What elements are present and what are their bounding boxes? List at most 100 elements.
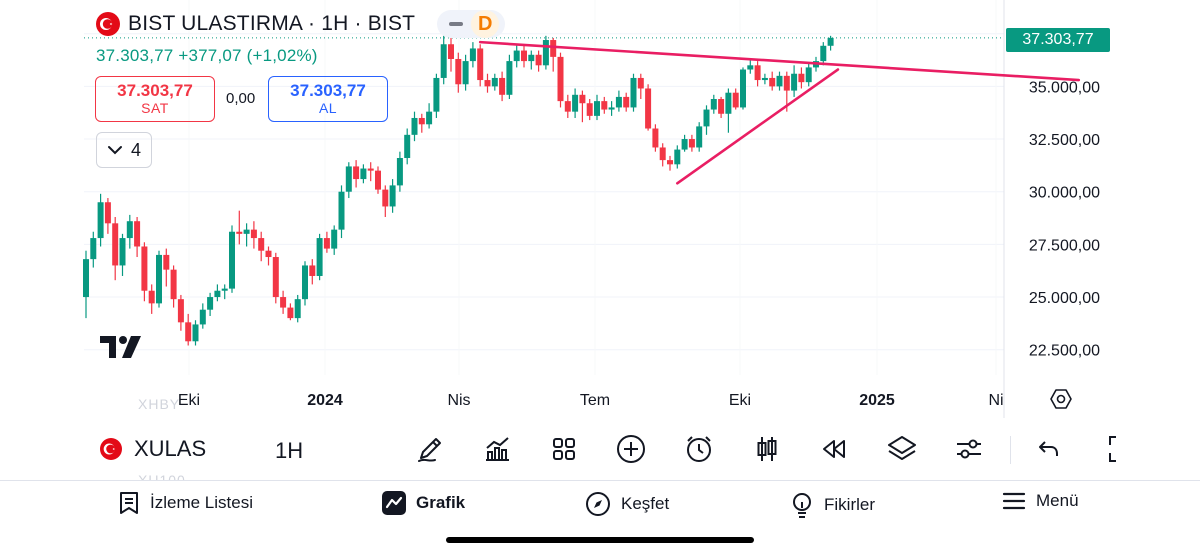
indicators-button[interactable] xyxy=(480,432,514,466)
nav-menu[interactable]: Menü xyxy=(1002,491,1079,511)
drawing-tools-button[interactable] xyxy=(413,432,447,466)
grid xyxy=(84,0,1005,418)
symbol-title[interactable]: BIST ULASTIRMA · 1H · BIST xyxy=(128,12,416,35)
candle xyxy=(243,223,250,247)
nav-watchlist-label: İzleme Listesi xyxy=(150,493,253,512)
candle xyxy=(396,151,403,192)
candle xyxy=(323,231,330,253)
candle xyxy=(112,216,119,281)
layout-grid-button[interactable] xyxy=(547,432,581,466)
chart-header[interactable]: BIST ULASTIRMA · 1H · BIST D xyxy=(96,10,506,38)
candle xyxy=(645,84,652,131)
chart-area[interactable]: 37.500,0035.000,0032.500,0030.000,0027.5… xyxy=(0,0,1200,418)
candle xyxy=(827,35,834,51)
candle xyxy=(214,284,221,302)
alert-button[interactable] xyxy=(682,432,716,466)
time-tick-label: Eki xyxy=(729,392,751,409)
chart-icon xyxy=(382,491,406,515)
candlestick-icon xyxy=(757,437,777,461)
candle xyxy=(236,210,243,245)
candle xyxy=(630,73,637,112)
sell-button[interactable]: 37.303,77 SAT xyxy=(95,76,215,122)
candle xyxy=(411,111,418,142)
watchlist-icon xyxy=(120,492,138,514)
nav-explore[interactable]: Keşfet xyxy=(585,491,669,517)
candle xyxy=(615,90,622,112)
tradingview-logo-icon xyxy=(100,336,141,358)
trendlines xyxy=(478,40,1081,185)
candle xyxy=(294,294,301,323)
candle xyxy=(513,44,520,68)
candle xyxy=(207,292,214,317)
candle xyxy=(652,124,659,152)
candle xyxy=(331,225,338,255)
candle xyxy=(280,290,287,314)
layers-button[interactable] xyxy=(885,432,919,466)
chart-toolbar: XULAS 1H xyxy=(0,418,1200,480)
candle xyxy=(681,134,688,152)
layers-icon xyxy=(888,436,916,460)
rewind-icon xyxy=(823,440,845,458)
spread-value: 0,00 xyxy=(226,90,256,107)
nav-watchlist[interactable]: İzleme Listesi xyxy=(118,491,253,515)
candle xyxy=(710,94,717,114)
chevron-down-icon xyxy=(107,146,122,155)
candle xyxy=(440,35,447,85)
candle xyxy=(623,92,630,112)
chart-settings-icon[interactable] xyxy=(1050,388,1072,410)
candle xyxy=(221,284,228,300)
candle xyxy=(345,162,352,199)
candle xyxy=(126,214,133,249)
price-tick-label: 27.500,00 xyxy=(1029,237,1100,254)
nav-ideas[interactable]: Fikirler xyxy=(790,491,875,519)
candle xyxy=(448,37,454,72)
nav-menu-label: Menü xyxy=(1036,491,1079,510)
settings-button[interactable] xyxy=(952,432,986,466)
candle xyxy=(426,103,433,129)
candle xyxy=(163,248,170,287)
candle xyxy=(192,320,199,346)
price-axis: 37.500,0035.000,0032.500,0030.000,0027.5… xyxy=(1029,27,1100,360)
candle xyxy=(316,233,323,281)
candle xyxy=(367,162,374,182)
candle xyxy=(499,71,506,102)
candle xyxy=(608,101,615,116)
nav-chart[interactable]: Grafik xyxy=(382,491,465,515)
candle xyxy=(309,259,316,285)
symbol-selector[interactable]: XULAS xyxy=(100,436,206,462)
indicators-toggle[interactable]: 4 xyxy=(96,132,152,168)
price-chart[interactable]: 37.500,0035.000,0032.500,0030.000,0027.5… xyxy=(0,0,1200,418)
fullscreen-button[interactable] xyxy=(1094,432,1128,466)
candle xyxy=(528,50,535,70)
trendline-upper-resistance xyxy=(478,40,1081,82)
candle xyxy=(703,105,710,135)
candle xyxy=(258,231,265,262)
candle xyxy=(769,71,776,91)
turkey-flag-icon xyxy=(100,438,122,460)
candle xyxy=(134,216,141,258)
candle xyxy=(338,185,345,239)
indicator-count: 4 xyxy=(130,139,141,160)
candle xyxy=(491,73,498,91)
trendline-lower-support xyxy=(675,68,840,185)
status-pill[interactable]: D xyxy=(437,10,506,38)
chart-type-button[interactable] xyxy=(750,432,784,466)
candle xyxy=(389,179,396,213)
time-tick-label: Nis xyxy=(447,392,470,409)
candle xyxy=(725,88,732,133)
time-tick-label: Eki xyxy=(178,392,200,409)
alarm-clock-icon xyxy=(687,436,711,462)
add-button[interactable] xyxy=(614,432,648,466)
candle xyxy=(433,73,440,118)
candle xyxy=(740,67,746,110)
undo-button[interactable] xyxy=(1032,432,1066,466)
nav-ideas-label: Fikirler xyxy=(824,495,875,514)
candle xyxy=(572,88,579,118)
undo-icon xyxy=(1039,441,1058,456)
replay-button[interactable] xyxy=(817,432,851,466)
time-tick-label: Ni xyxy=(988,392,1003,409)
candle xyxy=(776,71,783,91)
interval-selector[interactable]: 1H xyxy=(275,438,304,463)
buy-button[interactable]: 37.303,77 AL xyxy=(268,76,388,122)
candle xyxy=(119,233,126,276)
